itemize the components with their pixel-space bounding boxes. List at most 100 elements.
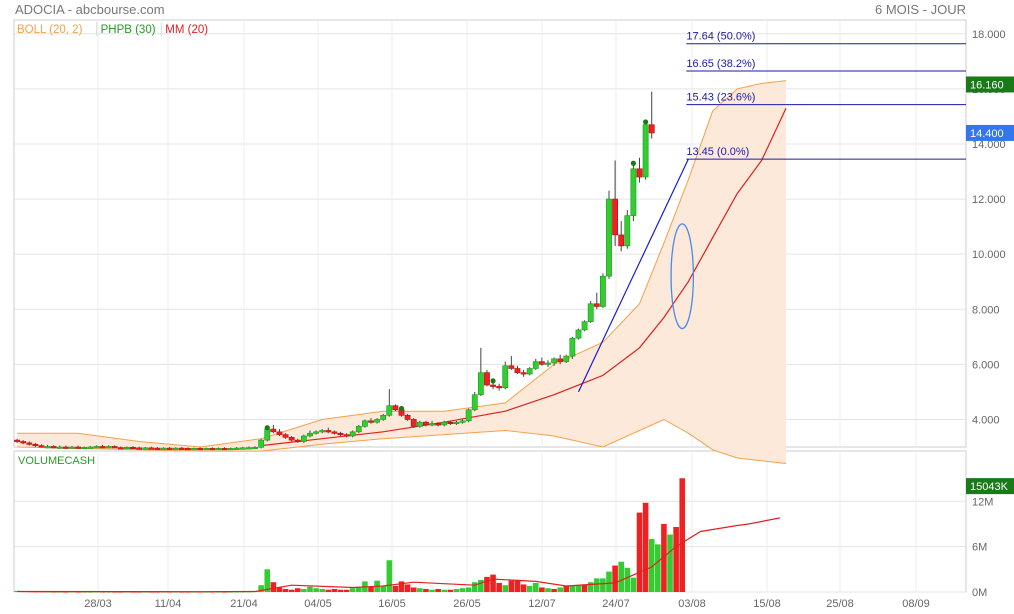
bollinger-lower-line xyxy=(17,418,787,464)
candle-up xyxy=(429,423,435,426)
candle-up xyxy=(477,372,484,395)
volume-bar-down xyxy=(679,478,686,592)
date-axis-tick: 16/05 xyxy=(378,598,406,610)
candle-up xyxy=(630,168,637,216)
candle-up xyxy=(319,430,326,433)
volume-bar-up xyxy=(380,585,387,592)
candle-up xyxy=(502,365,509,389)
volume-bar-down xyxy=(404,584,411,592)
candle-down xyxy=(337,432,344,436)
volume-bar-down xyxy=(282,588,289,592)
volume-bar-up xyxy=(478,579,484,592)
date-axis-tick: 11/04 xyxy=(155,598,182,610)
price-axis-tick: 6.000 xyxy=(972,359,1000,371)
candle-down xyxy=(331,431,338,434)
volume-bar-down xyxy=(520,584,527,592)
candle-up xyxy=(172,447,179,450)
volume-bar-down xyxy=(490,574,496,592)
candle-down xyxy=(26,442,33,445)
volume-bar-up xyxy=(14,590,20,592)
volume-bar-down xyxy=(325,589,332,592)
candle-up xyxy=(386,405,393,416)
candle-up xyxy=(355,426,362,433)
candle-down xyxy=(136,447,143,450)
candle-down xyxy=(166,447,173,450)
candle-down xyxy=(14,439,20,442)
candle-down xyxy=(75,446,81,449)
candle-up xyxy=(123,446,130,450)
candle-up xyxy=(551,358,557,364)
volume-bar-up xyxy=(593,578,600,592)
volume-bar-up xyxy=(655,544,661,592)
price-tag-box xyxy=(966,124,1014,141)
highlight-ellipse xyxy=(670,223,695,330)
date-axis-tick: 12/07 xyxy=(528,598,556,610)
candle-up xyxy=(264,428,271,441)
volume-bar-down xyxy=(581,584,588,592)
volume-bar-up xyxy=(526,585,533,592)
candle-up xyxy=(453,421,460,425)
volume-bar-down xyxy=(484,576,490,592)
candle-up xyxy=(642,124,649,178)
legend-entry: PHPB (30) xyxy=(101,24,156,36)
volume-bar-up xyxy=(313,588,319,592)
volume-bar-up xyxy=(648,539,655,592)
price-axis-tick: 8.000 xyxy=(972,304,1000,316)
candle-up xyxy=(233,447,240,450)
volume-bar-down xyxy=(661,523,667,592)
volume-bar-up xyxy=(258,585,264,592)
candle-down xyxy=(111,446,118,449)
date-axis-tick: 03/08 xyxy=(678,598,706,610)
volume-bar-up xyxy=(417,588,423,592)
date-axis-tick: 08/09 xyxy=(902,598,930,610)
volume-bar-down xyxy=(642,502,649,592)
trend-line xyxy=(577,158,689,393)
candle-down xyxy=(20,441,27,444)
volume-bar-down xyxy=(563,585,570,592)
candle-up xyxy=(526,368,533,375)
volume-bar-up xyxy=(453,588,460,592)
volume-bar-up xyxy=(618,561,625,592)
candle-up xyxy=(142,447,149,450)
candle-up xyxy=(606,198,612,277)
candle-up xyxy=(587,303,594,322)
volume-bar-down xyxy=(435,588,441,592)
volume-bar-up xyxy=(532,582,539,592)
candle-down xyxy=(593,303,600,307)
volume-tag-label: 15043K xyxy=(970,481,1009,493)
volume-tag-box xyxy=(966,478,1014,495)
date-axis-tick: 21/04 xyxy=(230,598,258,610)
candle-up xyxy=(203,448,210,451)
candle-down xyxy=(447,421,454,425)
candle-up xyxy=(191,448,197,451)
volume-bar-up xyxy=(502,585,509,592)
candle-down xyxy=(130,446,136,450)
date-axis-tick: 26/05 xyxy=(453,598,481,610)
chart-title: ADOCIA - abcbourse.com xyxy=(15,2,165,17)
date-axis-tick: 24/07 xyxy=(602,598,630,610)
date-axis-tick: 15/08 xyxy=(753,598,781,610)
price-axis-tick: 14.000 xyxy=(972,139,1006,151)
price-axis-tick: 18.000 xyxy=(972,29,1006,41)
candle-down xyxy=(325,430,332,433)
volume-bar-up xyxy=(301,588,307,592)
volume-bar-up xyxy=(630,577,637,592)
candle-up xyxy=(313,431,319,434)
price-axis-tick: 4.000 xyxy=(972,414,1000,426)
candle-down xyxy=(32,443,39,447)
candle-up xyxy=(105,446,112,449)
candle-up xyxy=(563,355,570,362)
volume-bar-up xyxy=(667,534,673,592)
candle-up xyxy=(227,448,234,451)
volume-average-line xyxy=(17,517,781,593)
candle-down xyxy=(636,168,643,178)
volume-bar-down xyxy=(410,587,417,592)
candle-down xyxy=(557,358,564,362)
candle-up xyxy=(575,329,582,339)
candle-down xyxy=(648,124,655,134)
candle-up xyxy=(380,415,387,420)
candle-down xyxy=(178,447,185,450)
price-axis-tick: 12.000 xyxy=(972,194,1006,206)
candle-up xyxy=(532,361,539,369)
